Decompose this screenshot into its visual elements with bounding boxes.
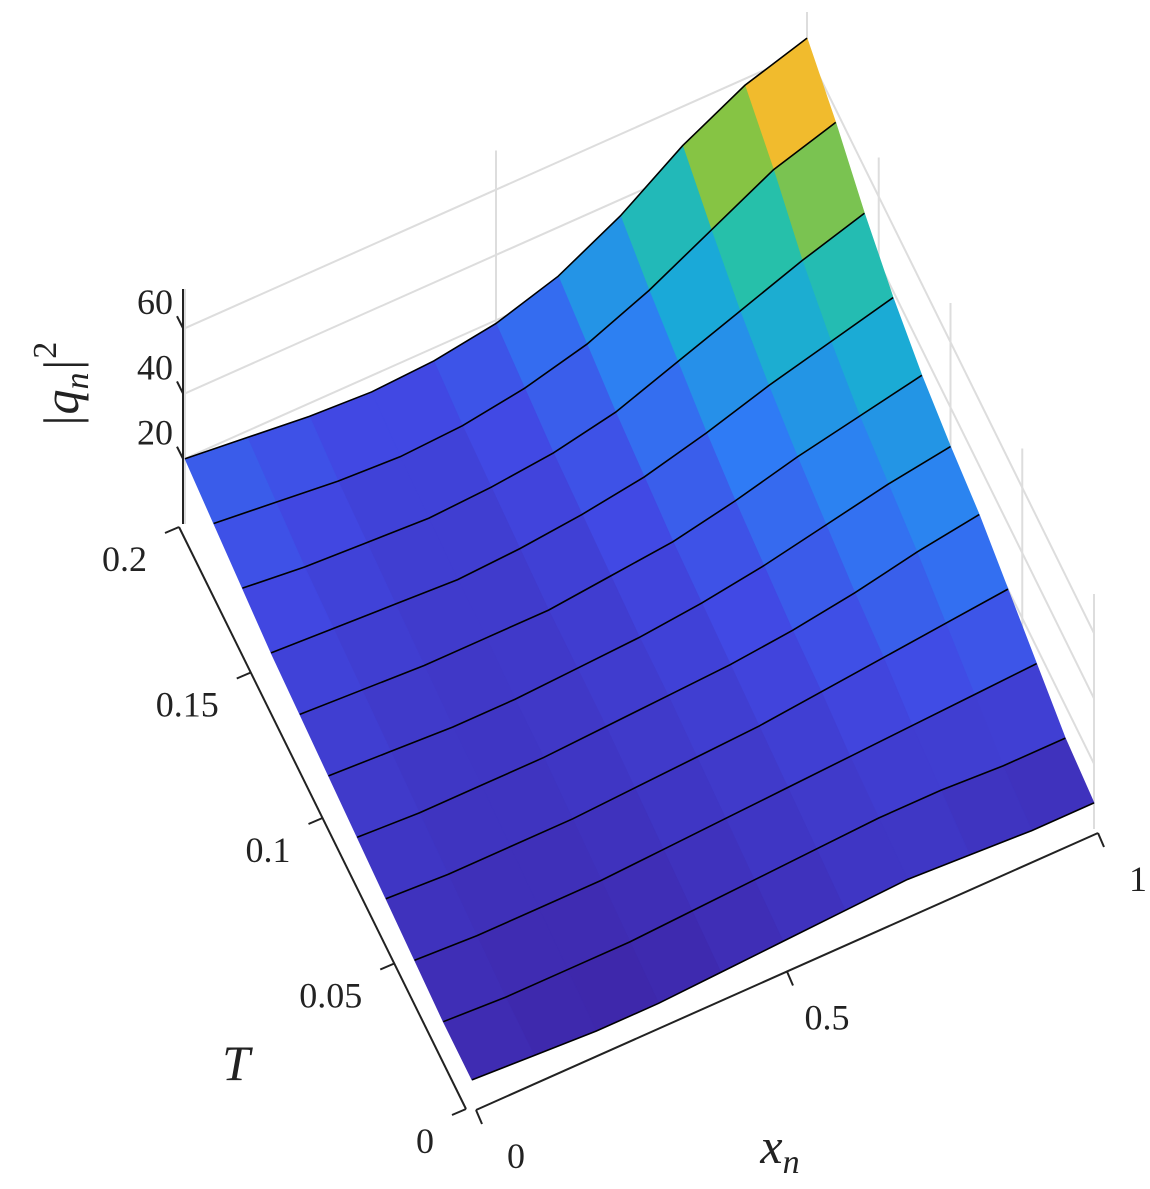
x-tick-label: 1 bbox=[1129, 859, 1147, 899]
x-tick bbox=[786, 971, 794, 986]
y-tick bbox=[451, 1108, 467, 1116]
z-tick-label: 20 bbox=[137, 413, 173, 453]
surface-line bbox=[385, 588, 1009, 900]
z-axis-label-sup: 2 bbox=[27, 342, 64, 359]
y-tick bbox=[379, 962, 395, 971]
surface-line bbox=[356, 513, 980, 839]
grid-line bbox=[184, 50, 808, 330]
z-tick-label: 40 bbox=[137, 347, 173, 387]
y-axis-label: T bbox=[222, 1035, 253, 1091]
y-tick-label: 0.15 bbox=[156, 685, 219, 725]
x-axis-label-sub: n bbox=[783, 1144, 800, 1181]
z-tick bbox=[176, 446, 184, 460]
z-tick bbox=[176, 380, 184, 394]
y-tick-label: 0.1 bbox=[246, 830, 291, 870]
y-tick-label: 0.2 bbox=[102, 539, 147, 579]
surface-line bbox=[213, 121, 837, 525]
surface-line bbox=[328, 445, 951, 777]
surface-line bbox=[184, 37, 808, 460]
x-axis-label-base: x bbox=[759, 1118, 782, 1174]
x-tick-label: 0.5 bbox=[805, 998, 850, 1038]
surface-line bbox=[270, 296, 894, 654]
y-tick bbox=[308, 817, 323, 825]
grid-line bbox=[806, 50, 1095, 634]
surface-line bbox=[443, 737, 1066, 1023]
surface-line bbox=[242, 212, 865, 589]
y-tick bbox=[164, 526, 180, 534]
surface-line bbox=[414, 662, 1037, 961]
y-tick-label: 0.05 bbox=[299, 976, 362, 1016]
x-tick bbox=[475, 1109, 483, 1125]
x-tick bbox=[1097, 832, 1105, 848]
z-axis-label-sub: n bbox=[59, 373, 96, 390]
z-tick-label: 60 bbox=[137, 282, 173, 322]
z-axis-label-base: |q bbox=[33, 390, 89, 429]
z-tick bbox=[176, 315, 184, 329]
surface-line bbox=[471, 802, 1095, 1081]
x-tick-label: 0 bbox=[507, 1136, 525, 1176]
y-tick bbox=[236, 671, 252, 680]
z-axis-label: |qn|2 bbox=[27, 342, 96, 429]
z-axis-label-close: | bbox=[33, 359, 89, 373]
y-tick-label: 0 bbox=[416, 1121, 434, 1161]
surface bbox=[184, 37, 1095, 1081]
x-axis-label: xn bbox=[759, 1118, 799, 1181]
surface-line bbox=[299, 374, 923, 716]
